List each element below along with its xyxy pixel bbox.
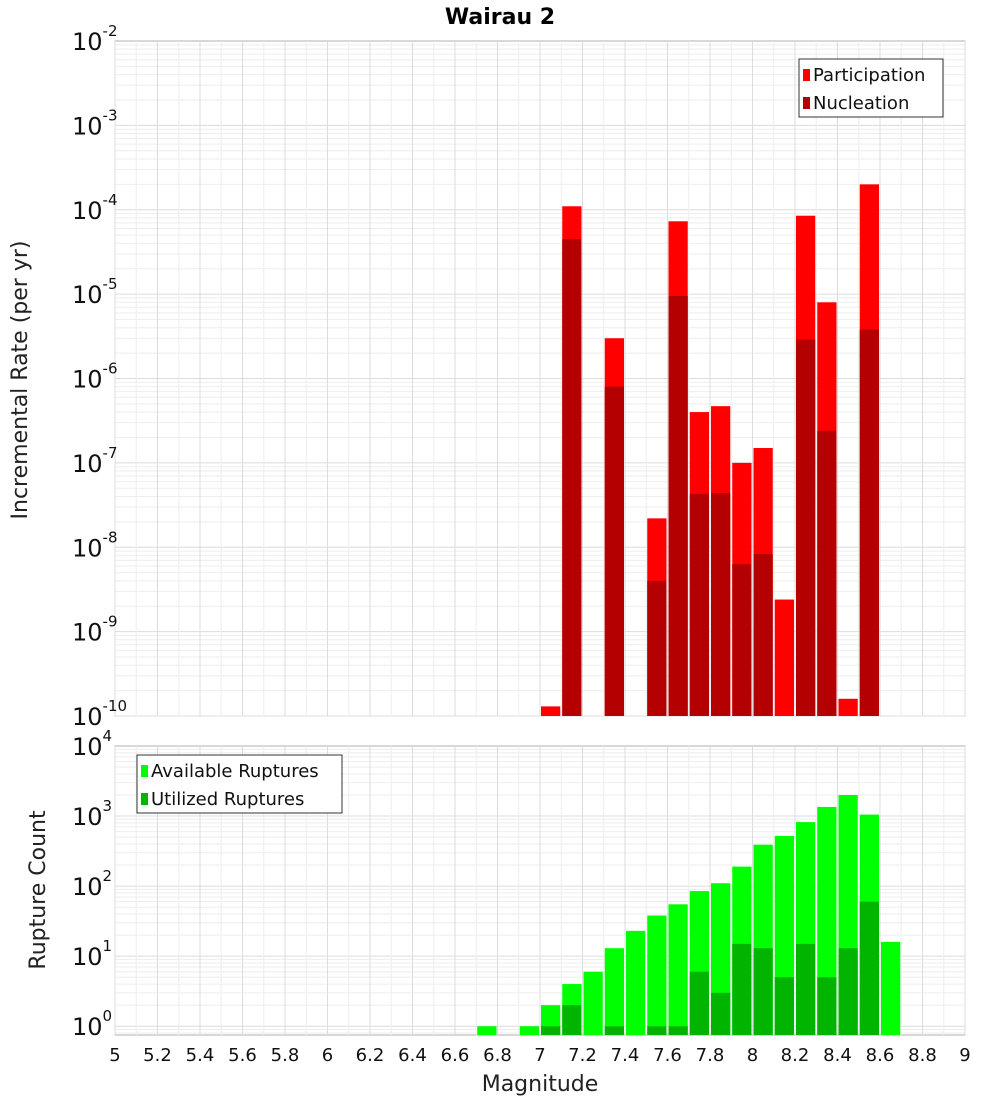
nucleation-bar	[689, 493, 709, 716]
nucleation-bar	[859, 329, 879, 716]
participation-legend-swatch	[803, 69, 810, 81]
participation-legend-label: Participation	[813, 65, 925, 86]
chart-title: Wairau 2	[445, 5, 555, 30]
utilized-bar	[647, 1026, 667, 1035]
rate-legend: Participation Nucleation	[798, 58, 944, 118]
utilized-bar	[562, 1005, 582, 1035]
nucleation-bar	[711, 492, 731, 716]
x-tick-label: 6	[322, 1045, 333, 1066]
participation-bar	[541, 706, 561, 716]
rupture-legend-box	[136, 754, 343, 814]
available-bar	[519, 1026, 539, 1035]
y-tick-label: 103	[72, 797, 112, 831]
rupture-y-ticks: 100 101 102 103 104	[72, 727, 112, 1041]
x-tick-label: 5.6	[228, 1045, 257, 1066]
nucleation-bar	[753, 554, 773, 716]
x-tick-label: 6.8	[483, 1045, 512, 1066]
utilized-bar	[838, 948, 858, 1035]
utilized-bar	[732, 943, 752, 1035]
rate-y-ticks: 10-10 10-9 10-8 10-7 10-6 10-5 10-4 10-3 10-2	[72, 22, 127, 731]
x-tick-label: 7.4	[611, 1045, 640, 1066]
x-tick-label: 7.6	[653, 1045, 682, 1066]
nucleation-bar	[647, 580, 667, 716]
utilized-bar	[604, 1026, 624, 1035]
y-tick-label: 101	[72, 937, 112, 971]
participation-bar	[774, 599, 794, 716]
y-tick-label: 10-3	[72, 106, 118, 140]
nucleation-bar	[732, 564, 752, 716]
x-tick-label: 6.2	[356, 1045, 385, 1066]
nucleation-bar	[817, 430, 837, 716]
y-tick-label: 10-4	[72, 191, 118, 225]
x-tick-label: 8.8	[908, 1045, 937, 1066]
rate-chart-panel: 10-10 10-9 10-8 10-7 10-6 10-5 10-4 10-3 10-2 Wa…	[8, 5, 966, 731]
available-bar	[604, 948, 624, 1035]
x-tick-label: 7.2	[568, 1045, 597, 1066]
y-tick-label: 10-5	[72, 275, 118, 309]
utilized-bar	[711, 992, 731, 1035]
available-bar	[626, 930, 646, 1035]
x-tick-label: 8.6	[866, 1045, 895, 1066]
x-tick-label: 8.2	[781, 1045, 810, 1066]
x-tick-label: 7	[534, 1045, 545, 1066]
rate-legend-box	[798, 58, 944, 118]
utilized-legend-label: Utilized Ruptures	[151, 789, 304, 810]
available-bar	[668, 904, 688, 1035]
x-tick-label: 6.6	[441, 1045, 470, 1066]
nucleation-bar	[796, 339, 816, 716]
x-tick-label: 5	[109, 1045, 120, 1066]
utilized-bar	[859, 901, 879, 1035]
available-legend-label: Available Ruptures	[151, 761, 319, 782]
utilized-bar	[541, 1026, 561, 1035]
nucleation-legend-label: Nucleation	[813, 93, 909, 114]
utilized-bar	[774, 977, 794, 1035]
utilized-bar	[668, 1026, 688, 1035]
y-tick-label: 104	[72, 727, 112, 761]
x-tick-label: 8	[747, 1045, 758, 1066]
y-tick-label: 10-6	[72, 360, 118, 394]
x-tick-label: 5.4	[186, 1045, 215, 1066]
nucleation-legend-swatch	[803, 97, 810, 109]
x-ticks: 5 5.2 5.4 5.6 5.8 6 6.2 6.4 6.6 6.8 7 7.2 7.4 7.6 7.8 8…	[109, 1045, 970, 1066]
y-tick-label: 10-8	[72, 528, 118, 562]
rupture-count-panel: 100 101 102 103 104 5 5.2 5.4 5.6 5.8 6 6.2 6.4 6.6 6…	[26, 727, 971, 1097]
available-bar	[881, 941, 901, 1035]
y-tick-label: 10-10	[72, 697, 127, 731]
rate-grid	[114, 41, 966, 717]
utilized-bar	[817, 977, 837, 1035]
y-tick-label: 10-9	[72, 613, 118, 647]
x-axis-label: Magnitude	[482, 1072, 599, 1097]
rupture-legend: Available Ruptures Utilized Ruptures	[136, 754, 343, 814]
available-bar	[583, 971, 603, 1035]
x-tick-label: 5.2	[143, 1045, 172, 1066]
x-tick-label: 9	[959, 1045, 970, 1066]
utilized-bar	[753, 948, 773, 1035]
nucleation-bar	[562, 239, 582, 716]
rupture-y-axis-label: Rupture Count	[26, 810, 51, 970]
available-legend-swatch	[141, 765, 148, 777]
nucleation-bar	[668, 296, 688, 716]
rupture-bars	[477, 794, 901, 1035]
y-tick-label: 10-7	[72, 444, 118, 478]
utilized-bar	[796, 943, 816, 1035]
available-bar	[477, 1026, 497, 1035]
nucleation-bar	[604, 386, 624, 716]
utilized-legend-swatch	[141, 793, 148, 805]
available-bar	[647, 915, 667, 1035]
x-tick-label: 6.4	[398, 1045, 427, 1066]
participation-bar	[838, 698, 858, 716]
y-tick-label: 10-2	[72, 22, 118, 56]
rate-bars	[541, 184, 879, 717]
rate-y-axis-label: Incremental Rate (per yr)	[8, 241, 33, 520]
y-tick-label: 100	[72, 1007, 112, 1041]
utilized-bar	[689, 971, 709, 1035]
x-tick-label: 8.4	[823, 1045, 852, 1066]
x-tick-label: 5.8	[271, 1045, 300, 1066]
y-tick-label: 102	[72, 867, 112, 901]
x-tick-label: 7.8	[696, 1045, 725, 1066]
